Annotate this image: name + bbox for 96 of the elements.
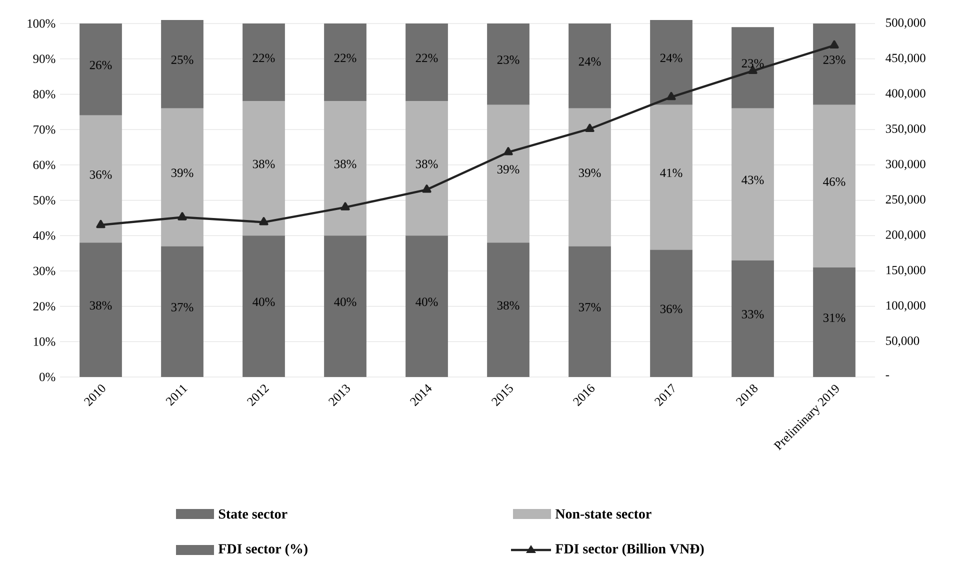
bar (568, 246, 611, 377)
point (504, 147, 513, 156)
y2-tick-label: - (886, 375, 890, 376)
data-label: 36% (660, 304, 682, 314)
data-label: 23% (823, 56, 846, 64)
data-label: 22% (334, 54, 356, 62)
data-label: 25% (171, 56, 194, 64)
data-label: 36% (90, 170, 112, 179)
data-label: 39% (578, 168, 601, 178)
y-tick-label: 90% (33, 54, 56, 64)
legend-label: FDI sector (Billion VNĐ) (555, 544, 704, 556)
data-label: 39% (497, 165, 520, 174)
y-tick-label: 0% (40, 372, 56, 382)
bar (650, 20, 692, 105)
y-tick-label: 60% (33, 160, 56, 170)
data-label: 26% (90, 60, 112, 70)
y-tick-label: 80% (33, 90, 56, 98)
data-label: 43% (742, 176, 764, 184)
bar (406, 101, 448, 236)
bar (487, 104, 530, 243)
data-label: 46% (823, 177, 846, 186)
bar (80, 24, 122, 116)
y-tick-label: 30% (33, 266, 56, 276)
bar (732, 27, 774, 108)
bar (813, 24, 856, 105)
y-tick-label: 70% (34, 125, 56, 134)
point (830, 40, 839, 49)
point (178, 212, 187, 220)
bar (487, 242, 530, 377)
bar (242, 236, 285, 377)
point (585, 124, 594, 132)
data-label: 40% (416, 298, 438, 306)
bar (732, 260, 774, 377)
data-label: 40% (334, 298, 356, 306)
point (96, 220, 106, 228)
data-label: 37% (171, 302, 194, 312)
y2-tick-label: 100,000 (886, 301, 926, 312)
y-tick-label: 20% (33, 302, 56, 311)
legend-label: State sector (218, 509, 288, 519)
bar (487, 24, 530, 105)
y2-tick-label: 200,000 (886, 230, 926, 241)
bar (242, 24, 285, 102)
bar (650, 104, 692, 250)
y-tick-label: 40% (33, 231, 56, 240)
bar (161, 246, 204, 377)
point (422, 184, 432, 193)
data-label: 23% (497, 56, 520, 64)
data-label: 22% (416, 54, 438, 62)
bar (406, 24, 448, 102)
point (340, 202, 350, 210)
data-label: 22% (252, 54, 275, 62)
legend-label: FDI sector (%) (218, 544, 308, 556)
y-tick-label: 100% (28, 19, 56, 28)
bar (813, 104, 856, 268)
bar (813, 267, 856, 377)
point (259, 217, 268, 226)
data-label: 23% (742, 59, 764, 68)
bar (650, 250, 692, 377)
data-label: 37% (578, 302, 601, 312)
y2-tick-label: 450,000 (886, 54, 926, 64)
data-label: 38% (252, 160, 275, 168)
data-label: 33% (742, 310, 764, 318)
y2-tick-label: 400,000 (886, 89, 926, 100)
bar (732, 108, 774, 260)
bar (324, 24, 366, 102)
data-label: 38% (497, 301, 520, 310)
data-label: 38% (334, 160, 356, 168)
data-label: 39% (171, 168, 194, 178)
x-tick-label: 2011 (166, 384, 188, 406)
y2-tick-label: 150,000 (886, 266, 926, 276)
y2-tick-label: 50,000 (886, 336, 920, 347)
bar (568, 24, 611, 108)
data-label: 38% (416, 160, 438, 168)
bar (568, 108, 611, 246)
bar (80, 242, 122, 377)
bar (406, 236, 448, 377)
bar (324, 236, 366, 377)
y2-tick-label: 350,000 (886, 124, 926, 135)
bar (161, 20, 204, 108)
bar (161, 108, 204, 246)
legend-label: Non-state sector (555, 509, 652, 519)
y2-tick-label: 500,000 (886, 18, 926, 29)
data-label: 24% (660, 54, 682, 62)
point (666, 92, 676, 100)
y-tick-label: 50% (34, 196, 56, 204)
data-label: 24% (578, 57, 601, 66)
data-label: 41% (660, 168, 682, 178)
bar (324, 101, 366, 236)
bar (80, 115, 122, 243)
y-tick-label: 10% (34, 337, 56, 346)
bar (242, 101, 285, 236)
data-label: 31% (823, 314, 846, 322)
data-label: 40% (252, 298, 275, 306)
y2-tick-label: 250,000 (886, 195, 926, 206)
data-label: 38% (90, 301, 112, 310)
y2-tick-label: 300,000 (886, 160, 926, 170)
